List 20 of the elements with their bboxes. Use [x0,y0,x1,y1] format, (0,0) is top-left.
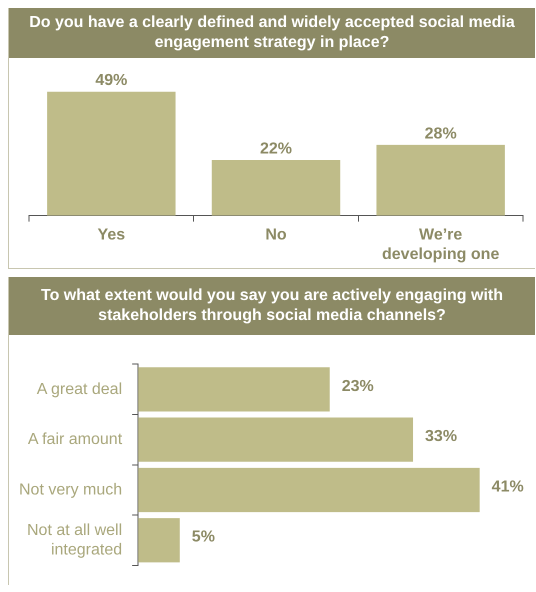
data-label: 22% [260,140,292,158]
data-label: 23% [342,378,374,395]
data-label: 33% [425,428,458,446]
data-label: 49% [95,72,128,90]
bar [138,518,180,562]
bar [138,468,480,512]
data-label: 28% [424,125,457,142]
data-label: 41% [492,478,524,496]
x-tick-label: We’re developing one [382,226,500,263]
y-tick-label: Not very much [19,481,122,498]
bar [138,367,330,412]
chart-title: To what extent would you say you are actively engaging with stakeholders through social media channels? [9,277,535,335]
y-tick-label: A great deal [36,380,122,398]
data-label: 5% [192,528,215,546]
y-tick-label: Not at all well integrated [26,522,122,558]
x-tick-label: Yes [98,226,126,244]
y-tick-label: A fair amount [28,431,123,448]
x-tick-label: No [265,226,287,244]
bar [138,418,414,462]
chart-title: Do you have a clearly defined and widely accepted social media engagement strategy in place? [9,8,535,58]
